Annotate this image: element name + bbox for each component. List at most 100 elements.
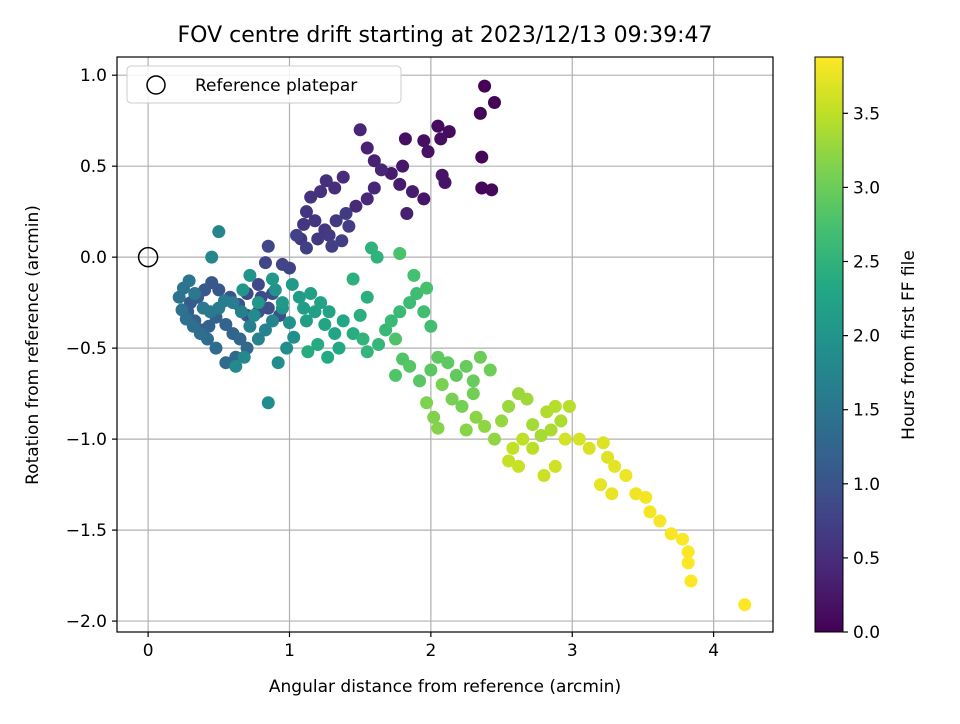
colorbar-tick-label: 2.5 (853, 253, 880, 273)
colorbar-ticks: 0.0 0.5 1.0 1.5 2.0 2.5 3.0 3.5 (843, 104, 880, 643)
data-point (393, 177, 407, 191)
data-point (449, 368, 463, 382)
axis-ticks: 0 1 2 3 4 −2.0 −1.5 −1.0 −0.5 0.0 0.5 1.0 (66, 66, 719, 661)
y-tick-label: −1.5 (66, 521, 107, 541)
data-point (370, 250, 384, 264)
data-point (384, 166, 398, 180)
data-point (308, 214, 322, 228)
data-point (676, 532, 690, 546)
data-point (304, 190, 318, 204)
data-point (251, 332, 265, 346)
data-point (438, 176, 452, 190)
data-point (534, 428, 548, 442)
data-point (495, 414, 509, 428)
data-point (258, 323, 272, 337)
data-point (483, 363, 497, 377)
data-point (336, 314, 350, 328)
data-point (188, 287, 202, 301)
data-point (360, 290, 374, 304)
data-point (226, 296, 240, 310)
data-point (420, 396, 434, 410)
data-point (332, 341, 346, 355)
data-point (182, 274, 196, 288)
data-point (275, 296, 289, 310)
y-tick-label: −0.5 (66, 339, 107, 359)
colorbar-label: Hours from first FF file (899, 250, 919, 440)
data-point (339, 206, 353, 220)
data-point (299, 314, 313, 328)
x-axis-label: Angular distance from reference (arcmin) (269, 677, 621, 697)
data-point (346, 272, 360, 286)
legend-entry-reference: Reference platepar (195, 76, 357, 96)
data-point (396, 159, 410, 173)
data-point (372, 338, 386, 351)
data-point (212, 225, 226, 239)
data-point (407, 268, 421, 282)
data-point (434, 132, 448, 146)
data-point (233, 332, 247, 346)
data-point (209, 341, 223, 355)
data-point (441, 356, 455, 370)
data-point (367, 181, 381, 195)
data-point (319, 174, 333, 188)
data-point (314, 296, 328, 310)
data-point (548, 459, 562, 473)
data-point (285, 277, 299, 291)
plot-frame (116, 56, 774, 633)
data-point (325, 239, 339, 253)
chart-title: FOV centre drift starting at 2023/12/13 … (178, 23, 713, 48)
data-point (554, 414, 568, 428)
data-point (473, 106, 487, 120)
data-point (234, 305, 248, 319)
data-points (137, 79, 752, 612)
y-tick-label: 1.0 (80, 66, 107, 86)
x-tick-label: 3 (567, 641, 578, 661)
data-point (314, 185, 328, 199)
data-point (398, 132, 412, 146)
data-point (266, 272, 280, 286)
data-point (738, 598, 752, 612)
data-point (389, 332, 403, 346)
data-point (311, 232, 325, 246)
data-point (562, 399, 576, 413)
data-point (266, 314, 280, 328)
data-point (442, 125, 456, 139)
colorbar-tick-label: 1.0 (853, 475, 880, 495)
data-point (605, 487, 619, 501)
data-point (202, 319, 216, 333)
data-point (237, 350, 251, 364)
data-point (229, 359, 243, 373)
data-point (268, 283, 282, 297)
data-point (473, 350, 487, 364)
data-point (251, 277, 265, 291)
data-point (417, 192, 431, 206)
data-point (475, 181, 489, 195)
data-point (459, 359, 473, 373)
data-point (475, 150, 489, 164)
data-point (537, 469, 551, 483)
data-point (445, 392, 459, 406)
data-point (360, 141, 374, 155)
data-point (292, 290, 306, 304)
data-point (643, 505, 657, 519)
data-point (544, 423, 558, 437)
data-point (502, 399, 516, 413)
data-point (311, 338, 325, 351)
colorbar-tick-label: 0.5 (853, 549, 880, 569)
colorbar-tick-label: 0.0 (853, 623, 880, 643)
data-point (403, 296, 417, 310)
data-point (360, 345, 374, 359)
y-axis-label: Rotation from reference (arcmin) (23, 205, 43, 485)
data-point (301, 345, 315, 359)
data-point (427, 410, 441, 424)
data-point (329, 214, 343, 228)
data-point (261, 301, 275, 315)
data-point (353, 123, 367, 137)
data-point (520, 392, 534, 406)
data-point (420, 281, 434, 295)
data-point (629, 487, 643, 501)
data-point (393, 247, 407, 261)
data-point (424, 319, 438, 333)
legend: Reference platepar (126, 65, 402, 104)
data-point (596, 436, 610, 450)
